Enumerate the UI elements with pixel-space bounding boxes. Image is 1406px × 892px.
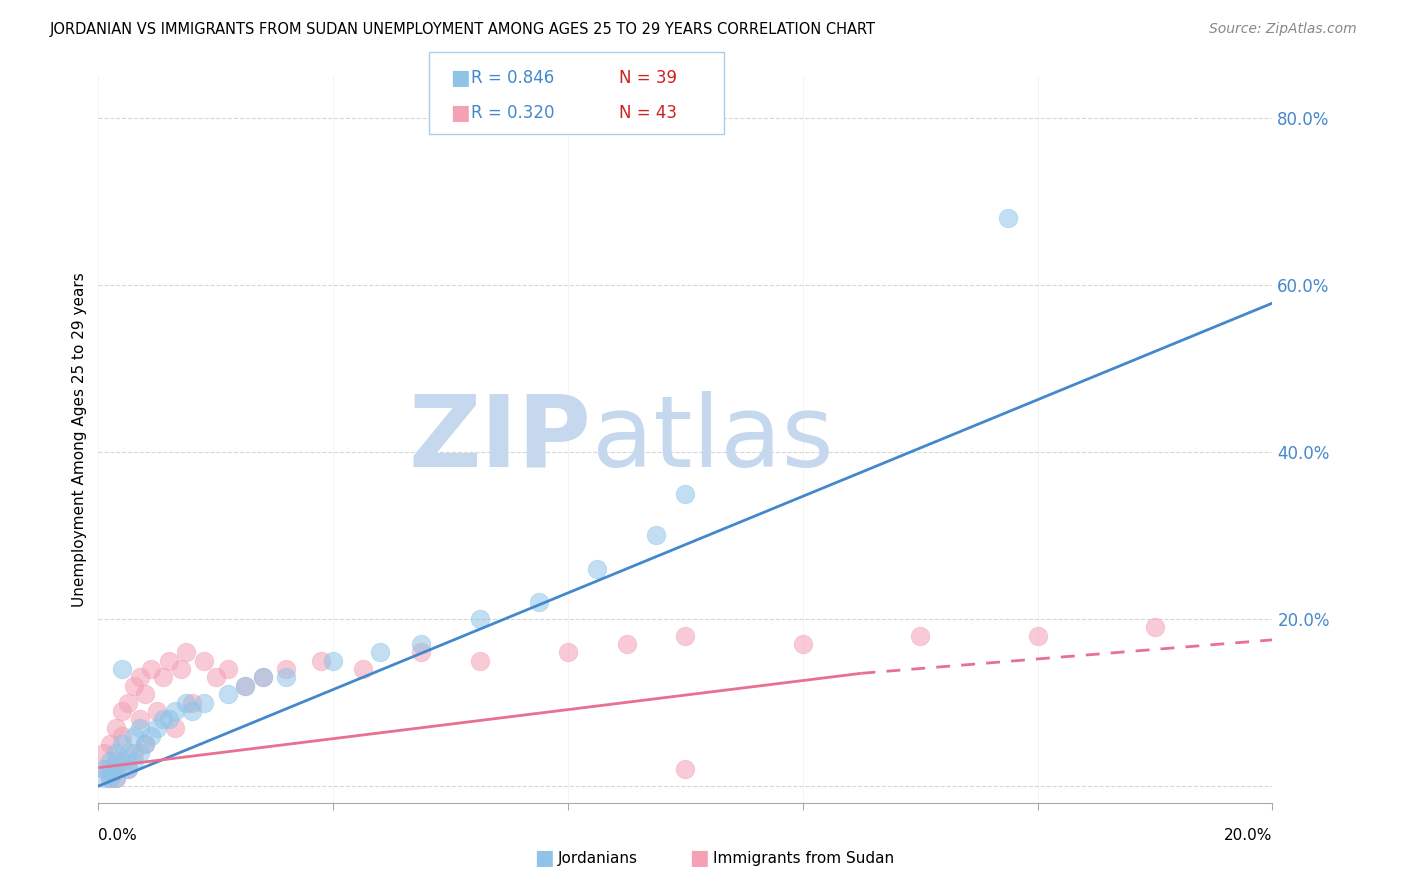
Point	[252, 670, 274, 684]
Point	[193, 654, 215, 668]
Text: ■: ■	[689, 848, 709, 868]
Text: 0.0%: 0.0%	[98, 829, 138, 843]
Point	[163, 704, 186, 718]
Point	[311, 654, 333, 668]
Point	[98, 763, 121, 777]
Point	[368, 645, 391, 659]
Point	[169, 662, 191, 676]
Point	[128, 721, 150, 735]
Point	[276, 670, 298, 684]
Point	[163, 721, 186, 735]
Point	[141, 729, 163, 743]
Point	[122, 679, 145, 693]
Y-axis label: Unemployment Among Ages 25 to 29 years: Unemployment Among Ages 25 to 29 years	[72, 272, 87, 607]
Point	[105, 746, 128, 760]
Point	[111, 754, 134, 768]
Point	[105, 763, 128, 777]
Point	[586, 562, 609, 576]
Point	[675, 629, 697, 643]
Point	[176, 645, 198, 659]
Point	[181, 696, 204, 710]
Point	[111, 662, 134, 676]
Point	[111, 737, 134, 751]
Text: ■: ■	[534, 848, 554, 868]
Point	[322, 654, 344, 668]
Point	[997, 211, 1019, 225]
Point	[616, 637, 638, 651]
Point	[134, 737, 156, 751]
Point	[675, 486, 697, 500]
Point	[117, 763, 139, 777]
Point	[98, 771, 121, 785]
Point	[675, 763, 697, 777]
Point	[146, 721, 169, 735]
Point	[134, 687, 156, 701]
Point	[105, 754, 128, 768]
Point	[217, 662, 239, 676]
Point	[122, 754, 145, 768]
Point	[134, 737, 156, 751]
Point	[152, 712, 174, 726]
Point	[98, 754, 121, 768]
Point	[527, 595, 550, 609]
Point	[93, 763, 115, 777]
Point	[205, 670, 228, 684]
Point	[105, 721, 128, 735]
Text: 20.0%: 20.0%	[1225, 829, 1272, 843]
Point	[411, 637, 433, 651]
Point	[111, 704, 134, 718]
Point	[146, 704, 169, 718]
Point	[468, 654, 491, 668]
Point	[181, 704, 204, 718]
Point	[98, 771, 121, 785]
Point	[792, 637, 814, 651]
Point	[93, 763, 115, 777]
Point	[468, 612, 491, 626]
Point	[1144, 620, 1167, 634]
Text: R = 0.846: R = 0.846	[471, 69, 554, 87]
Point	[117, 746, 139, 760]
Point	[128, 712, 150, 726]
Point	[557, 645, 579, 659]
Point	[105, 771, 128, 785]
Text: Immigrants from Sudan: Immigrants from Sudan	[713, 851, 894, 865]
Text: Source: ZipAtlas.com: Source: ZipAtlas.com	[1209, 22, 1357, 37]
Point	[141, 662, 163, 676]
Text: ZIP: ZIP	[409, 391, 592, 488]
Point	[193, 696, 215, 710]
Point	[352, 662, 374, 676]
Point	[252, 670, 274, 684]
Point	[233, 679, 256, 693]
Point	[910, 629, 932, 643]
Text: ■: ■	[450, 68, 470, 87]
Point	[122, 746, 145, 760]
Text: N = 39: N = 39	[619, 69, 676, 87]
Point	[217, 687, 239, 701]
Point	[233, 679, 256, 693]
Point	[645, 528, 668, 542]
Point	[111, 729, 134, 743]
Point	[411, 645, 433, 659]
Point	[1026, 629, 1049, 643]
Point	[105, 771, 128, 785]
Text: ■: ■	[450, 103, 470, 123]
Point	[157, 712, 180, 726]
Text: Jordanians: Jordanians	[558, 851, 638, 865]
Text: atlas: atlas	[592, 391, 834, 488]
Text: R = 0.320: R = 0.320	[471, 104, 554, 122]
Point	[93, 746, 115, 760]
Point	[157, 654, 180, 668]
Point	[117, 696, 139, 710]
Text: JORDANIAN VS IMMIGRANTS FROM SUDAN UNEMPLOYMENT AMONG AGES 25 TO 29 YEARS CORREL: JORDANIAN VS IMMIGRANTS FROM SUDAN UNEMP…	[49, 22, 875, 37]
Point	[152, 670, 174, 684]
Point	[122, 729, 145, 743]
Point	[128, 746, 150, 760]
Point	[276, 662, 298, 676]
Point	[128, 670, 150, 684]
Point	[117, 763, 139, 777]
Point	[98, 737, 121, 751]
Point	[176, 696, 198, 710]
Point	[93, 771, 115, 785]
Text: N = 43: N = 43	[619, 104, 676, 122]
